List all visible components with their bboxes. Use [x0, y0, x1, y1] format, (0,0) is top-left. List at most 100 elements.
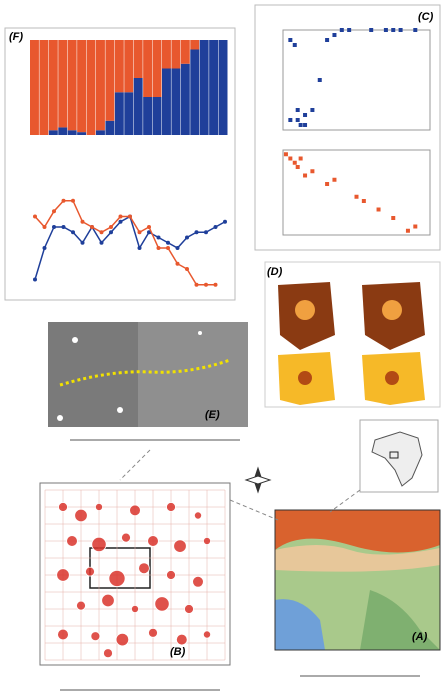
point [109, 230, 113, 235]
site-circle [66, 535, 78, 547]
point [33, 277, 37, 282]
point [303, 123, 308, 127]
panel-b-grid [44, 489, 226, 661]
bar-segment [48, 40, 58, 131]
point [288, 156, 293, 161]
point [354, 194, 359, 199]
point [339, 28, 344, 32]
point [325, 182, 330, 186]
point [298, 123, 303, 127]
panel-e-image [48, 322, 248, 441]
point [109, 225, 113, 229]
point [166, 246, 170, 250]
bar-segment [133, 40, 143, 78]
point [223, 219, 227, 224]
panel-f-frame [4, 27, 236, 301]
point [194, 282, 199, 287]
site-circle [176, 633, 188, 646]
point [361, 199, 366, 203]
point [42, 246, 47, 250]
point [156, 246, 161, 250]
site-circle [58, 502, 68, 512]
point [383, 28, 388, 32]
point [128, 214, 132, 219]
panel-c-frame [254, 4, 441, 251]
bar-segment [209, 40, 219, 135]
site-circle [202, 630, 211, 639]
point [175, 261, 180, 266]
point [398, 28, 403, 32]
plot-frame [282, 29, 431, 131]
point [298, 156, 303, 161]
bar-segment [96, 130, 105, 135]
point [137, 246, 142, 250]
connector-lines [119, 449, 361, 521]
bar-segment [190, 49, 200, 135]
bar-segment [180, 40, 190, 64]
point [295, 108, 300, 112]
bar-segment [86, 40, 96, 135]
point [118, 219, 123, 224]
bar-segment [105, 120, 115, 135]
point [295, 118, 300, 122]
panel-label: (F) [9, 31, 23, 43]
point [413, 224, 418, 229]
point [147, 225, 151, 229]
point [213, 225, 218, 229]
point [194, 230, 199, 235]
point [204, 230, 208, 235]
panel-label: (C) [418, 11, 434, 23]
site-circle [129, 504, 141, 517]
point [90, 225, 94, 229]
point [80, 219, 85, 224]
point [376, 207, 381, 212]
point [42, 225, 47, 229]
point [405, 228, 410, 233]
site-circle [173, 539, 187, 553]
site-circle [202, 537, 211, 546]
point [71, 198, 75, 203]
point [185, 235, 189, 240]
site-circle [85, 566, 95, 577]
point [391, 28, 396, 32]
bar-segment [152, 97, 162, 135]
plot-frame [282, 149, 431, 236]
bar-segment [162, 40, 171, 69]
point [288, 38, 293, 42]
site-circle [192, 575, 204, 588]
point [213, 282, 218, 287]
bar-segment [67, 40, 77, 131]
bar-segment [30, 40, 39, 135]
point [52, 209, 56, 214]
site-circle [154, 596, 170, 612]
point [185, 267, 189, 271]
point [156, 235, 161, 240]
bar-segment [114, 92, 124, 135]
bar-segment [171, 40, 181, 69]
point [80, 240, 85, 245]
point [310, 108, 315, 112]
point [310, 169, 315, 174]
bar-segment [162, 68, 171, 135]
panel-label: (D) [267, 266, 283, 278]
point [391, 216, 396, 220]
panel-label: (E) [205, 409, 220, 421]
site-circle [130, 605, 139, 614]
point [413, 28, 418, 32]
bar-segment [171, 68, 181, 135]
point [288, 118, 293, 122]
point [347, 28, 352, 32]
point [52, 225, 56, 229]
bar-segment [67, 130, 77, 135]
bar-segment [199, 40, 209, 135]
bar-segment [152, 40, 162, 97]
bar-segment [58, 40, 68, 128]
point [332, 33, 337, 37]
bar-segment [218, 40, 228, 135]
panel-a-map [274, 509, 441, 677]
site-circle [103, 648, 113, 659]
point [166, 240, 170, 245]
site-circle [101, 593, 115, 608]
bar-segment [133, 78, 143, 135]
point [99, 240, 104, 245]
